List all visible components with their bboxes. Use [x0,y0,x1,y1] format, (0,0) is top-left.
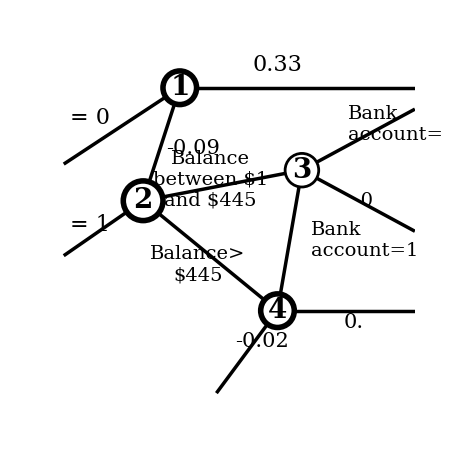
Text: Bank
account=1: Bank account=1 [311,221,419,260]
Text: = 0: = 0 [70,107,110,129]
Text: Balance>
$445: Balance> $445 [150,245,246,284]
Circle shape [285,154,319,187]
Text: -0.09: -0.09 [166,139,220,158]
Text: 1: 1 [170,74,189,101]
Text: 3: 3 [292,157,312,183]
Text: 0.: 0. [344,313,364,332]
Text: 0.33: 0.33 [253,53,302,76]
Circle shape [163,71,196,105]
Text: -0: -0 [354,192,373,210]
Text: 4: 4 [268,297,287,324]
Text: = 1: = 1 [70,214,110,236]
Circle shape [123,181,163,221]
Text: 2: 2 [133,187,153,214]
Text: -0.02: -0.02 [236,332,289,351]
Text: Bank
account=: Bank account= [348,105,443,144]
Text: Balance
between $1
and $445: Balance between $1 and $445 [153,149,268,209]
Circle shape [260,294,294,327]
